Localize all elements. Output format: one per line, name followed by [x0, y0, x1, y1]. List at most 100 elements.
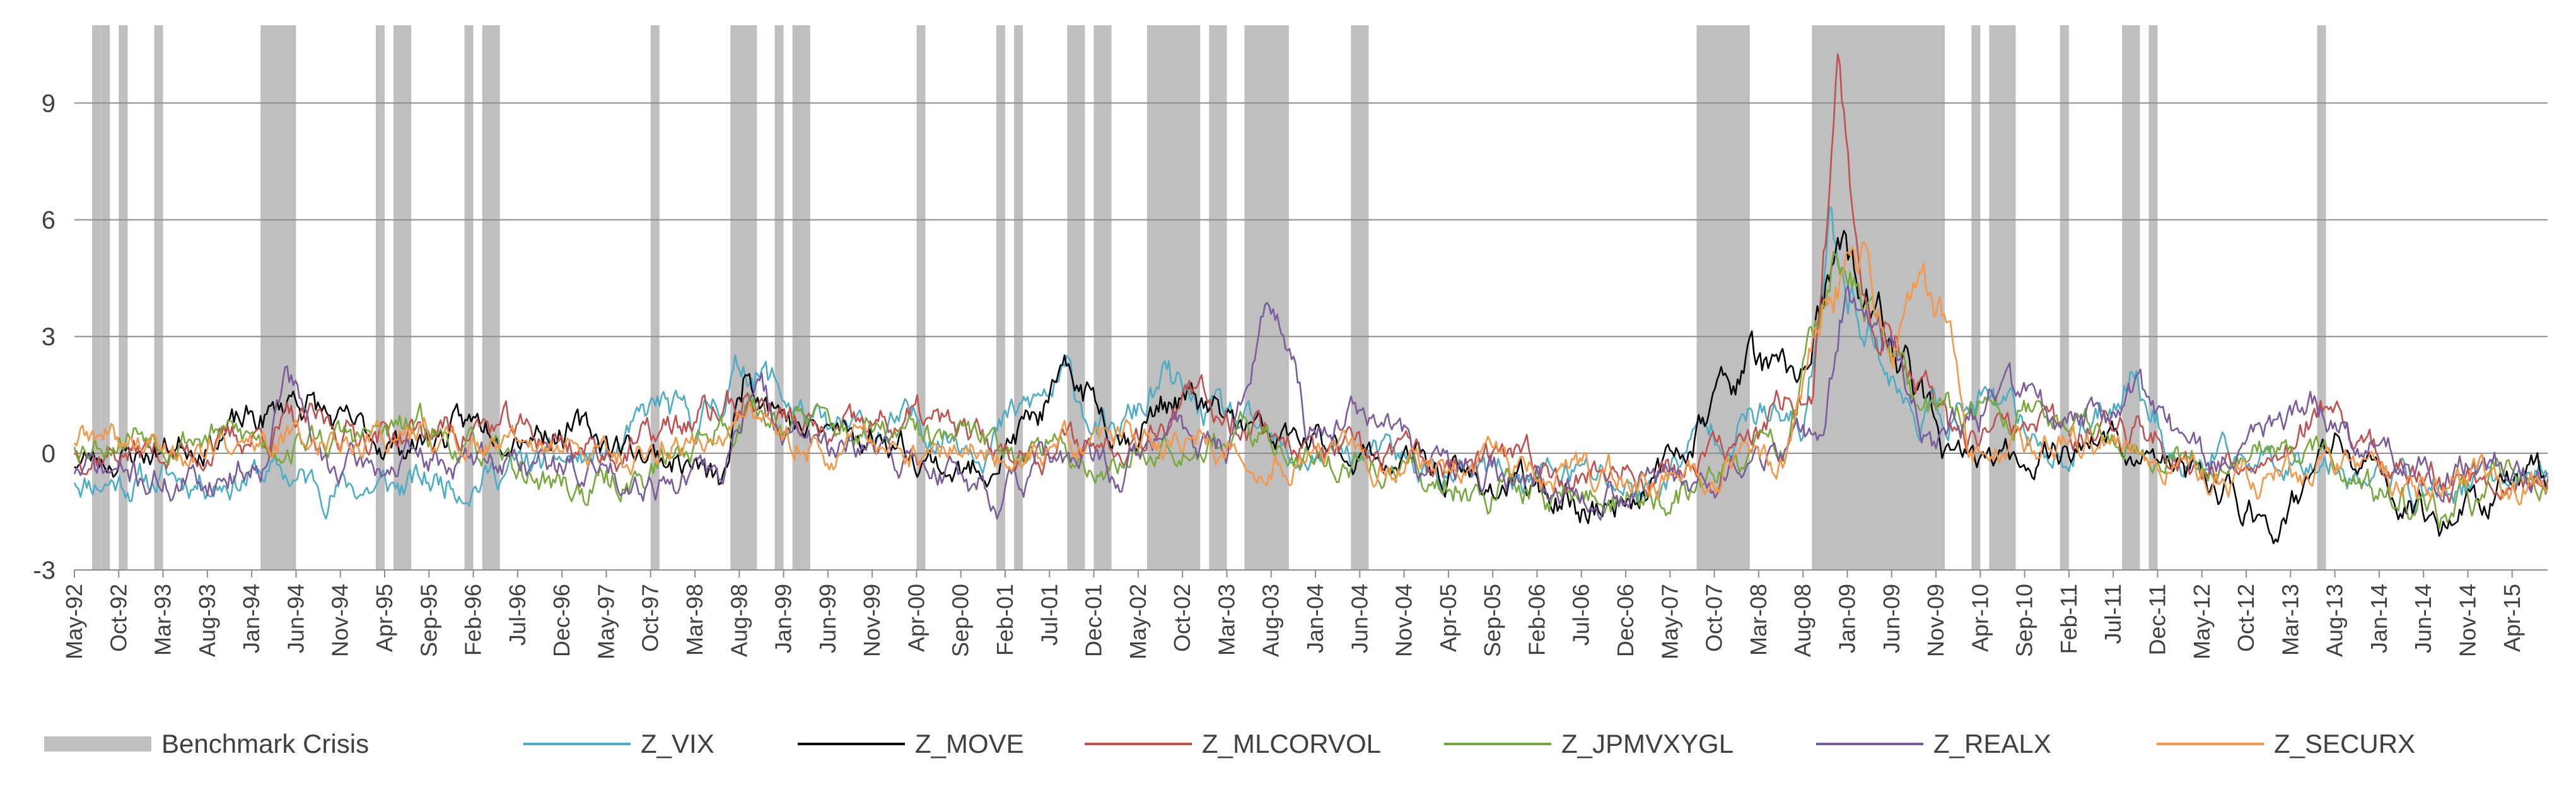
crisis-band [2148, 25, 2158, 570]
crisis-band [375, 25, 385, 570]
x-tick-label: Nov-94 [327, 584, 353, 657]
x-tick-label: Sep-95 [416, 584, 441, 657]
legend-label: Z_MLCORVOL [1202, 729, 1381, 758]
crisis-band [792, 25, 801, 570]
legend: Benchmark Crisis Z_VIX Z_MOVE Z_MLCORVOL Z_J… [44, 729, 2415, 758]
crisis-band [1209, 25, 1227, 570]
x-tick-label: Mar-98 [682, 584, 708, 656]
x-tick-label: Jul-06 [1568, 584, 1594, 646]
x-tick-label: Aug-93 [194, 584, 220, 657]
x-tick-label: Mar-03 [1213, 584, 1239, 656]
crisis-band [1989, 25, 2016, 570]
x-tick-label: Dec-01 [1081, 584, 1107, 657]
x-tick-label: Jun-04 [1346, 584, 1372, 653]
crisis-band [2060, 25, 2069, 570]
x-tick-label: Feb-96 [460, 584, 486, 656]
legend-label: Z_SECURX [2274, 729, 2415, 758]
crisis-band [730, 25, 757, 570]
crisis-band [260, 25, 296, 570]
y-tick-label: 0 [42, 440, 55, 468]
legend-swatch-crisis [44, 736, 151, 752]
x-tick-label: Apr-10 [1967, 584, 1993, 652]
series-line-z-mlcorvol [73, 53, 2549, 504]
crisis-band [1067, 25, 1085, 570]
x-tick-label: Aug-98 [726, 584, 752, 657]
y-tick-label: 6 [42, 207, 55, 235]
x-tick-label: Jan-99 [771, 584, 796, 653]
crisis-band [774, 25, 784, 570]
x-tick-label: Sep-05 [1479, 584, 1505, 657]
x-tick-label: Jan-09 [1834, 584, 1860, 653]
crisis-band [154, 25, 163, 570]
x-tick-label: May-07 [1657, 584, 1682, 659]
x-tick-label: Jan-94 [238, 584, 264, 653]
x-tick-label: Mar-08 [1746, 584, 1771, 656]
x-tick-label: Oct-07 [1701, 584, 1727, 652]
crisis-band [1351, 25, 1369, 570]
series-lines [73, 53, 2549, 545]
x-tick-label: Nov-04 [1391, 584, 1417, 657]
x-tick-label: Oct-97 [638, 584, 663, 652]
x-tick-label: Dec-96 [549, 584, 574, 657]
crisis-band [1696, 25, 1750, 570]
x-tick-label: Oct-02 [1169, 584, 1195, 652]
x-tick-label: Jan-14 [2366, 584, 2392, 653]
x-tick-label: Jan-04 [1302, 584, 1328, 653]
gridlines [74, 102, 2548, 571]
crisis-band [916, 25, 926, 570]
x-axis: May-92 Oct-92 Mar-93 Aug-93 Jan-94 Jun-94 Nov-… [61, 570, 2525, 659]
x-tick-label: Sep-10 [2012, 584, 2037, 657]
x-tick-label: Mar-13 [2277, 584, 2303, 656]
x-tick-label: Jul-96 [504, 584, 530, 646]
x-tick-label: Dec-11 [2144, 584, 2170, 655]
legend-label: Z_VIX [641, 729, 714, 758]
x-tick-label: Aug-03 [1258, 584, 1284, 657]
x-tick-label: Nov-99 [859, 584, 885, 657]
x-tick-label: Aug-13 [2322, 584, 2348, 657]
x-tick-label: Oct-12 [2233, 584, 2259, 652]
crisis-band [996, 25, 1006, 570]
crisis-bands [92, 25, 2326, 570]
legend-label: Z_REALX [1933, 729, 2051, 758]
x-tick-label: Jun-09 [1879, 584, 1904, 653]
x-tick-label: Jun-94 [283, 584, 308, 653]
crisis-band [2317, 25, 2326, 570]
x-tick-label: Aug-08 [1790, 584, 1815, 657]
crisis-band [801, 25, 810, 570]
crisis-band [2122, 25, 2140, 570]
crisis-band [1812, 25, 1937, 570]
crisis-band [393, 25, 412, 570]
crisis-band [92, 25, 102, 570]
y-tick-label: 3 [42, 323, 55, 351]
series-line-z-securx [73, 241, 2548, 506]
x-tick-label: May-12 [2189, 584, 2215, 659]
y-tick-label: 9 [42, 90, 55, 117]
x-tick-label: Feb-06 [1524, 584, 1549, 656]
x-tick-label: Dec-06 [1612, 584, 1638, 657]
crisis-band [1971, 25, 1981, 570]
x-tick-label: Apr-95 [371, 584, 397, 652]
x-tick-label: Sep-00 [948, 584, 974, 657]
crisis-band [482, 25, 500, 570]
x-tick-label: Nov-14 [2454, 584, 2480, 657]
x-tick-label: Mar-93 [150, 584, 176, 656]
crisis-band [1146, 25, 1201, 570]
x-tick-label: Nov-09 [1923, 584, 1949, 657]
crisis-band [119, 25, 128, 570]
x-tick-label: May-97 [593, 584, 619, 659]
x-tick-label: May-02 [1125, 584, 1151, 659]
x-tick-label: Feb-01 [992, 584, 1018, 656]
x-tick-label: Apr-05 [1435, 584, 1461, 652]
x-tick-label: Jul-11 [2100, 584, 2126, 644]
crisis-band [1093, 25, 1112, 570]
legend-label: Benchmark Crisis [161, 729, 369, 758]
series-line-z-move [74, 229, 2548, 545]
x-tick-label: Jun-99 [815, 584, 841, 653]
crisis-band [1244, 25, 1289, 570]
series-line-z-realx [73, 284, 2549, 521]
x-tick-label: Apr-00 [903, 584, 929, 652]
x-tick-label: Jul-01 [1036, 584, 1062, 646]
legend-label: Z_MOVE [915, 729, 1024, 758]
